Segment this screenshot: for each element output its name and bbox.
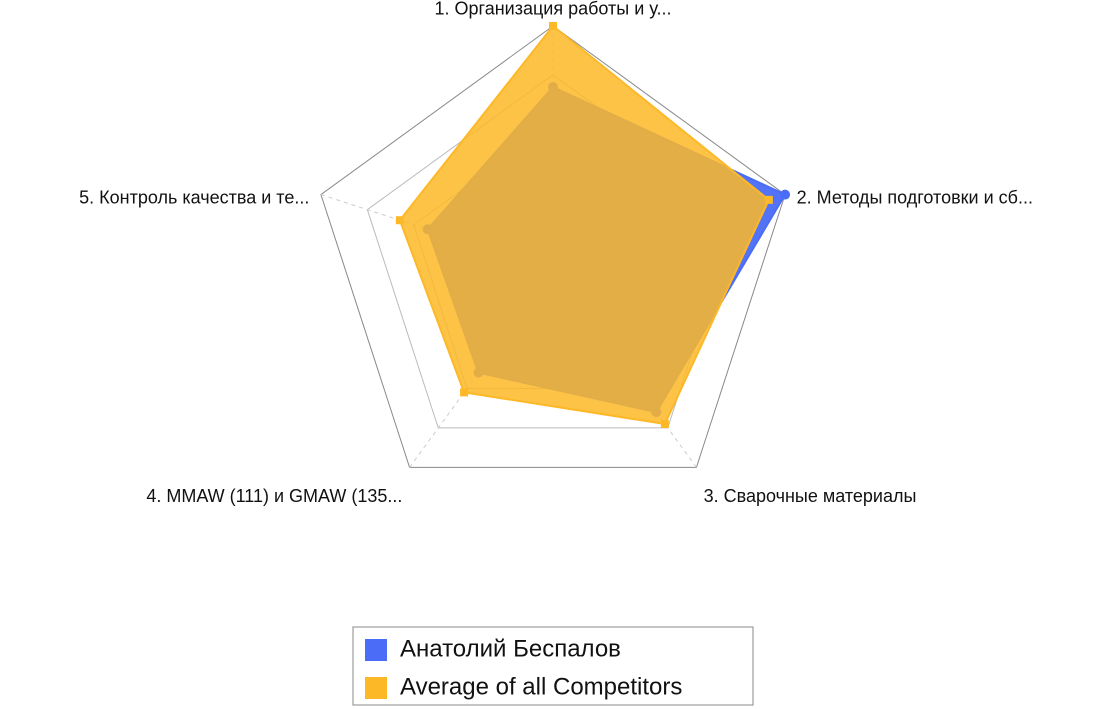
point bbox=[549, 22, 557, 30]
axis-label: 2. Методы подготовки и сб... bbox=[797, 188, 1033, 208]
axis-label: 5. Контроль качества и те... bbox=[79, 188, 309, 208]
series-area bbox=[398, 24, 771, 426]
axis-label: 1. Организация работы и у... bbox=[435, 0, 672, 19]
point bbox=[460, 388, 469, 397]
point bbox=[780, 189, 791, 200]
legend-label: Анатолий Беспалов bbox=[400, 635, 621, 662]
axis-label: 3. Сварочные материалы bbox=[704, 486, 917, 506]
legend-label: Average of all Competitors bbox=[400, 673, 682, 700]
legend-swatch bbox=[365, 639, 387, 661]
legend-box bbox=[352, 626, 754, 706]
axis-label: 4. MMAW (111) и GMAW (135... bbox=[146, 486, 402, 506]
point bbox=[660, 419, 669, 428]
legend-swatch bbox=[365, 677, 387, 699]
grid-ring bbox=[320, 25, 786, 468]
point bbox=[764, 195, 773, 204]
point bbox=[395, 216, 404, 225]
